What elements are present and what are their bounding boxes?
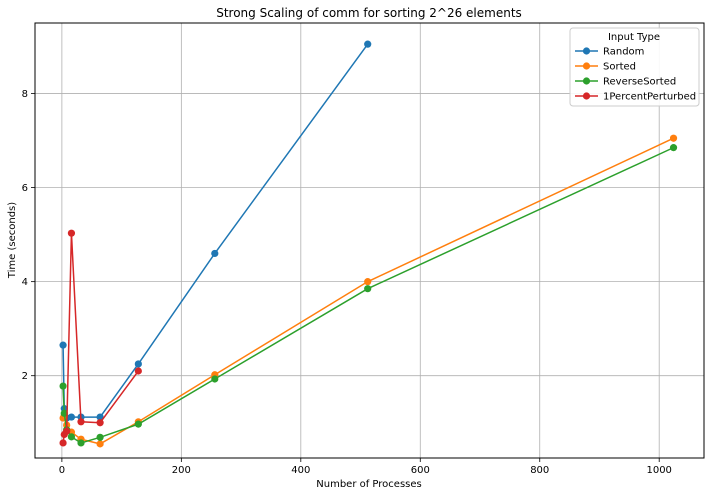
data-point bbox=[96, 419, 104, 427]
legend-swatch-marker bbox=[582, 62, 591, 70]
y-tick-label: 4 bbox=[22, 277, 28, 288]
legend-swatch-marker bbox=[582, 77, 591, 85]
legend-item: Sorted bbox=[575, 62, 636, 73]
series-reversesorted bbox=[59, 144, 678, 447]
x-axis-title: Number of Processes bbox=[316, 479, 421, 490]
chart-title: Strong Scaling of comm for sorting 2^26 … bbox=[216, 6, 522, 20]
data-point bbox=[60, 409, 68, 417]
legend-item: 1PercentPerturbed bbox=[575, 92, 696, 103]
data-point bbox=[67, 413, 76, 421]
data-point bbox=[669, 144, 678, 152]
data-point bbox=[134, 420, 142, 428]
data-point bbox=[134, 367, 142, 375]
legend-swatch-marker bbox=[582, 92, 591, 100]
data-point bbox=[96, 433, 104, 441]
legend-label: ReverseSorted bbox=[603, 77, 676, 88]
data-point bbox=[134, 360, 142, 368]
legend-swatch-marker bbox=[582, 47, 591, 55]
x-tick-label: 1000 bbox=[646, 465, 671, 476]
series-layer bbox=[59, 40, 678, 448]
data-point bbox=[211, 249, 219, 258]
data-point bbox=[96, 440, 104, 448]
data-point bbox=[77, 418, 85, 426]
data-point bbox=[59, 341, 67, 349]
y-axis-title: Time (seconds) bbox=[7, 202, 18, 279]
axis-ticks: 0 200 400 600 800 1000 2 4 6 8 bbox=[22, 89, 672, 476]
y-tick-label: 6 bbox=[22, 183, 28, 194]
legend-box bbox=[569, 27, 700, 107]
legend-label: Sorted bbox=[603, 62, 636, 73]
legend-item: ReverseSorted bbox=[575, 77, 676, 88]
data-point bbox=[77, 439, 85, 447]
data-point bbox=[364, 40, 372, 48]
series-line bbox=[62, 146, 674, 444]
data-point bbox=[67, 229, 76, 237]
x-tick-label: 800 bbox=[530, 465, 549, 476]
y-tick-label: 8 bbox=[22, 89, 28, 100]
legend: Input Type Random Sorted ReverseSorted 1Per… bbox=[569, 27, 700, 107]
data-point bbox=[669, 134, 678, 142]
data-point bbox=[211, 375, 219, 383]
legend-title: Input Type bbox=[608, 32, 660, 43]
x-tick-label: 600 bbox=[411, 465, 430, 476]
data-point bbox=[364, 278, 372, 286]
data-point bbox=[96, 413, 104, 421]
data-point bbox=[59, 382, 67, 390]
plot-frame bbox=[34, 22, 705, 459]
legend-item: Random bbox=[575, 47, 644, 58]
legend-label: Random bbox=[603, 47, 644, 58]
data-point bbox=[59, 439, 67, 447]
legend-label: 1PercentPerturbed bbox=[603, 92, 696, 103]
data-point bbox=[67, 433, 76, 441]
y-tick-label: 2 bbox=[22, 371, 28, 382]
data-point bbox=[63, 427, 71, 435]
x-tick-label: 200 bbox=[172, 465, 191, 476]
data-point bbox=[364, 285, 372, 293]
x-tick-label: 400 bbox=[291, 465, 310, 476]
series-1percentperturbed bbox=[59, 229, 142, 447]
x-tick-label: 0 bbox=[59, 465, 65, 476]
